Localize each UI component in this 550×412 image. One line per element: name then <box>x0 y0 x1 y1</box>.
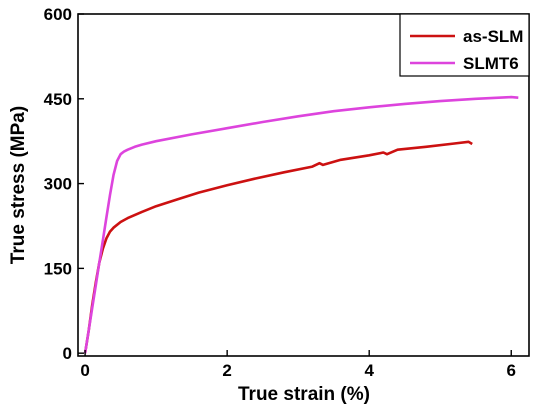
legend-label-as-slm: as-SLM <box>463 27 523 46</box>
legend-box <box>399 13 530 77</box>
x-axis-title: True strain (%) <box>238 384 370 405</box>
y-tick-label: 300 <box>44 175 72 194</box>
y-tick-label: 450 <box>44 90 72 109</box>
series-line-slmt6 <box>83 95 519 354</box>
ticks: 0 2 4 6 0 150 300 450 600 <box>44 5 516 380</box>
x-tick-label: 6 <box>507 361 516 380</box>
plot-frame <box>77 13 530 357</box>
x-tick-label: 4 <box>364 361 374 380</box>
y-axis-title: True stress (MPa) <box>8 106 29 264</box>
axes <box>77 13 530 357</box>
y-tick-label: 150 <box>44 259 72 278</box>
y-tick-label: 600 <box>44 5 72 24</box>
legend-label-slmt6: SLMT6 <box>463 54 519 73</box>
plot-area <box>83 95 519 354</box>
y-tick-label: 0 <box>63 344 72 363</box>
x-tick-label: 2 <box>222 361 231 380</box>
legend: as-SLM SLMT6 <box>399 13 530 77</box>
series-line-as-slm <box>83 140 473 354</box>
x-tick-label: 0 <box>80 361 89 380</box>
